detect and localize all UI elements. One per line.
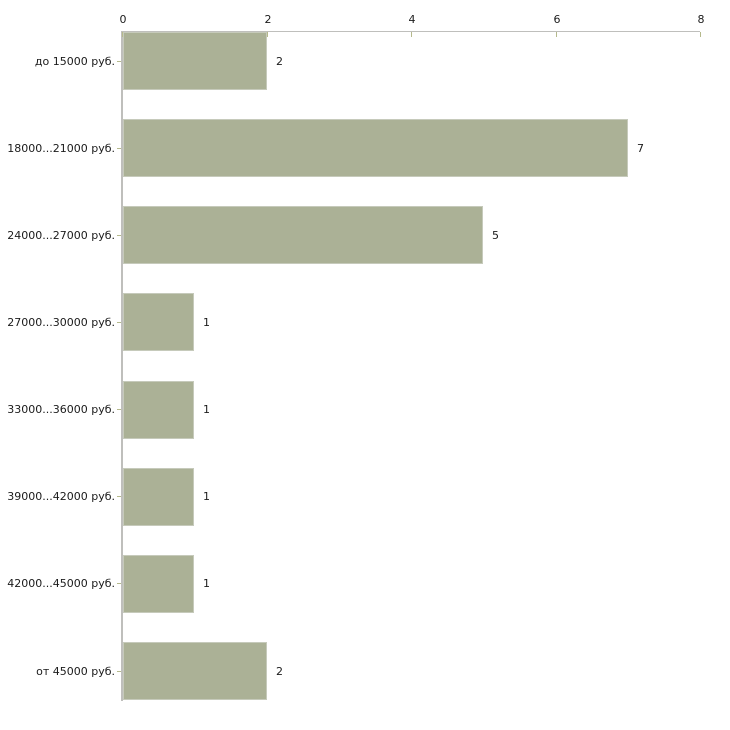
- bar: [123, 293, 194, 351]
- value-label: 2: [276, 55, 283, 68]
- bar: [123, 642, 267, 700]
- x-axis-tick-mark: [556, 32, 557, 37]
- x-axis-tick-mark: [122, 32, 123, 37]
- y-axis-tick-mark: [117, 671, 121, 672]
- x-axis-line: [122, 31, 700, 32]
- x-axis-tick-label: 6: [553, 13, 561, 26]
- y-axis-tick-mark: [117, 322, 121, 323]
- y-axis-tick-mark: [117, 583, 121, 584]
- category-label: 18000...21000 руб.: [7, 142, 115, 155]
- x-axis-tick-label: 2: [264, 13, 272, 26]
- bar: [123, 32, 267, 90]
- y-axis-tick-mark: [117, 409, 121, 410]
- value-label: 1: [203, 490, 210, 503]
- category-label: 39000...42000 руб.: [7, 490, 115, 503]
- value-label: 7: [637, 142, 644, 155]
- x-axis-tick-label: 0: [119, 13, 127, 26]
- value-label: 1: [203, 403, 210, 416]
- value-label: 1: [203, 316, 210, 329]
- x-axis-tick-mark: [411, 32, 412, 37]
- bar: [123, 555, 194, 613]
- value-label: 1: [203, 577, 210, 590]
- y-axis-line: [121, 31, 123, 701]
- y-axis-tick-mark: [117, 496, 121, 497]
- bar: [123, 206, 483, 264]
- value-label: 2: [276, 665, 283, 678]
- bar: [123, 119, 628, 177]
- category-label: 24000...27000 руб.: [7, 229, 115, 242]
- category-label: до 15000 руб.: [34, 55, 115, 68]
- category-label: 33000...36000 руб.: [7, 403, 115, 416]
- x-axis-tick-label: 8: [697, 13, 705, 26]
- x-axis-tick-label: 4: [408, 13, 416, 26]
- y-axis-tick-mark: [117, 61, 121, 62]
- value-label: 5: [492, 229, 499, 242]
- bar: [123, 381, 194, 439]
- bar: [123, 468, 194, 526]
- x-axis-tick-mark: [267, 32, 268, 37]
- y-axis-tick-mark: [117, 235, 121, 236]
- category-label: 27000...30000 руб.: [7, 316, 115, 329]
- category-label: от 45000 руб.: [36, 665, 115, 678]
- category-label: 42000...45000 руб.: [7, 577, 115, 590]
- y-axis-tick-mark: [117, 148, 121, 149]
- x-axis-tick-mark: [700, 32, 701, 37]
